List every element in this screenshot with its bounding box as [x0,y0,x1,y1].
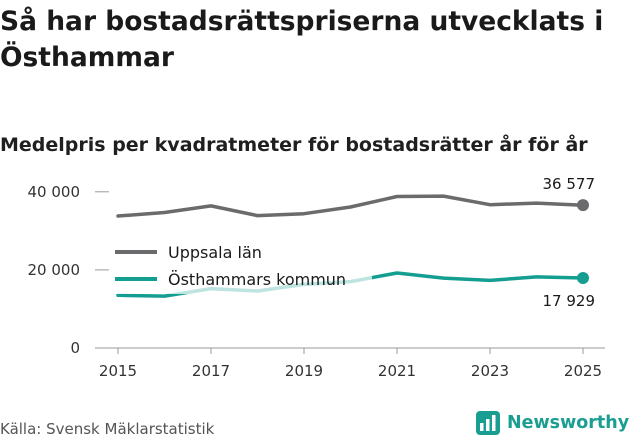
x-tick-label: 2015 [99,362,137,380]
chart-subtitle: Medelpris per kvadratmeter för bostadsrä… [0,134,588,156]
x-tick-label: 2023 [471,362,509,380]
legend-label: Uppsala län [168,243,262,262]
series-end-label: 36 577 [543,175,596,193]
brand-logo[interactable]: Newsworthy [475,408,629,438]
brand-name: Newsworthy [507,413,630,433]
x-tick-label: 2021 [378,362,416,380]
chart-title: Så har bostadsrättspriserna utvecklats i… [0,6,604,73]
x-tick-label: 2017 [192,362,230,380]
series-end-point-1 [577,271,589,284]
legend-background [110,238,372,294]
series-line-0 [116,194,585,218]
source-note: Källa: Svensk Mäklarstatistik [0,420,215,438]
chart-logo-icon [476,411,500,435]
y-tick-label: 40 000 [28,183,81,201]
series-end-label: 17 929 [543,292,596,310]
series-end-point-0 [577,199,589,212]
x-tick-label: 2019 [285,362,323,380]
x-tick-label: 2025 [564,362,602,380]
y-tick-label: 20 000 [28,261,81,279]
legend-label: Östhammars kommun [168,270,346,289]
y-tick-label: 0 [70,339,80,357]
